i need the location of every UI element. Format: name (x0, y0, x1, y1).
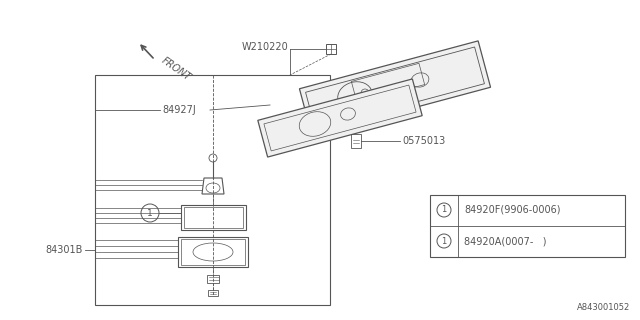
Polygon shape (300, 41, 490, 135)
Bar (181, 239, 245, 265)
Text: 84920F(9906-0006): 84920F(9906-0006) (464, 205, 561, 215)
Bar (184, 207, 243, 228)
Bar (178, 237, 248, 267)
Circle shape (141, 204, 159, 222)
Bar (351, 134, 361, 148)
Bar (95, 75, 330, 305)
Text: 84927J: 84927J (162, 105, 196, 115)
Circle shape (437, 234, 451, 248)
Text: FRONT: FRONT (160, 55, 193, 82)
Circle shape (437, 203, 451, 217)
Bar (326, 44, 336, 54)
Text: 84920A(0007-   ): 84920A(0007- ) (464, 236, 547, 246)
Text: 1: 1 (442, 236, 447, 245)
Bar (430, 195, 625, 257)
Text: A843001052: A843001052 (577, 303, 630, 312)
Bar (180, 205, 246, 230)
Text: W210220: W210220 (241, 42, 288, 52)
Bar (208, 290, 218, 296)
Text: 1: 1 (147, 209, 153, 218)
Text: 0575013: 0575013 (402, 136, 445, 146)
Text: 1: 1 (442, 205, 447, 214)
Text: 84301B: 84301B (45, 245, 83, 255)
Bar (207, 275, 219, 283)
Polygon shape (258, 79, 422, 157)
